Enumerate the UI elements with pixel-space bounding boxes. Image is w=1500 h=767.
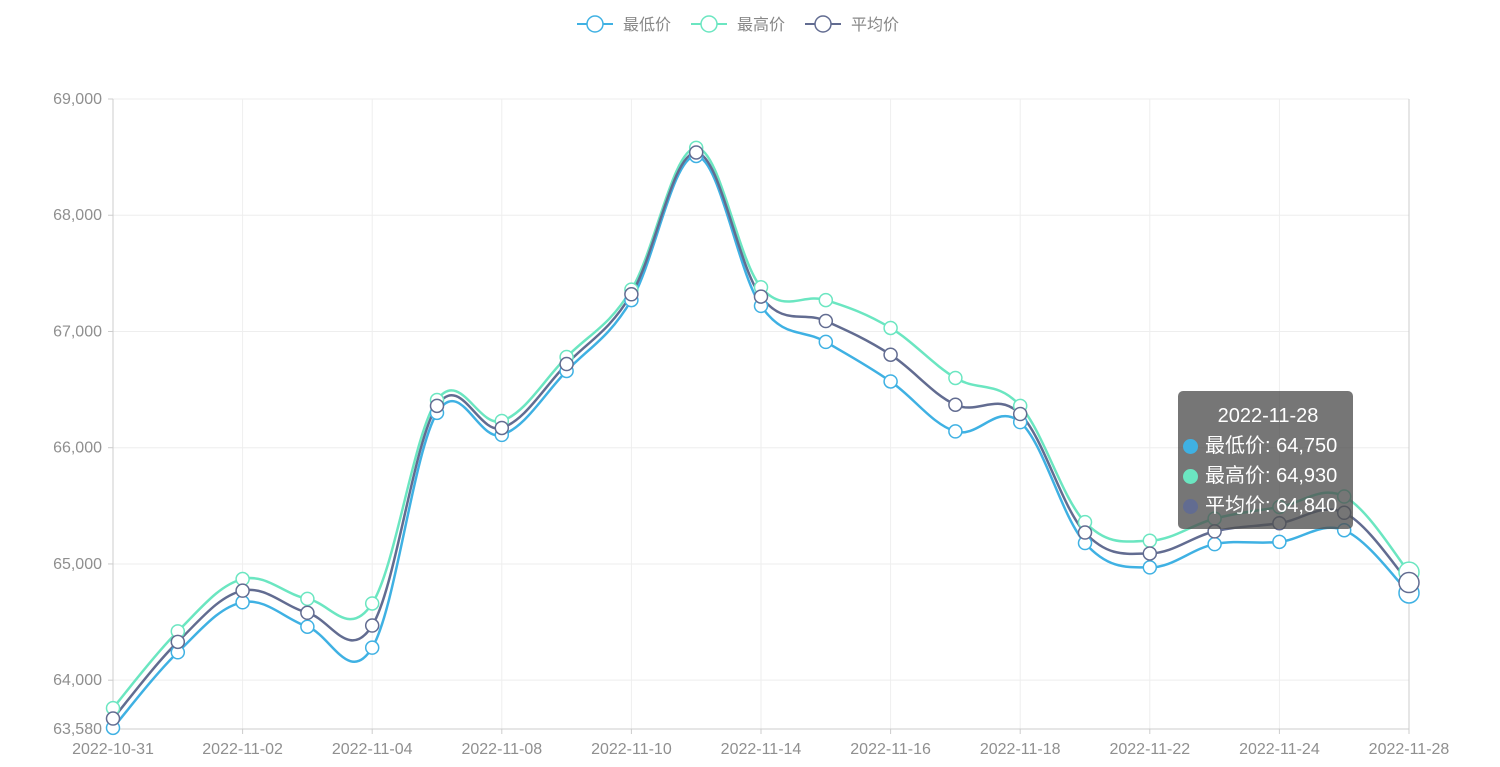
- series-line-min: [112, 154, 1410, 729]
- legend-marker-max: [700, 15, 718, 33]
- tooltip: 2022-11-28 最低价: 64,750 最高价: 64,930 平均价: …: [1178, 391, 1353, 529]
- data-point-avg[interactable]: [1398, 571, 1420, 594]
- data-point-avg[interactable]: [753, 289, 769, 304]
- x-tick-label: 2022-11-22: [1109, 741, 1190, 758]
- x-tick-label: 2022-11-14: [721, 741, 802, 758]
- data-point-min[interactable]: [883, 374, 898, 389]
- data-point-avg[interactable]: [688, 145, 704, 160]
- tooltip-title: 2022-11-28: [1217, 405, 1319, 427]
- legend-item-avg[interactable]: 平均价: [805, 15, 899, 34]
- data-point-avg[interactable]: [1012, 406, 1028, 422]
- data-point-min[interactable]: [1142, 560, 1158, 575]
- x-tick-label: 2022-11-18: [980, 741, 1061, 758]
- data-point-avg[interactable]: [818, 313, 834, 329]
- data-point-max[interactable]: [300, 591, 315, 607]
- tooltip-avg-text: 平均价: 64,840: [1205, 495, 1338, 517]
- tooltip-avg-dot: [1183, 498, 1198, 514]
- legend-item-min[interactable]: 最低价: [577, 15, 671, 34]
- tooltip-max-dot: [1183, 468, 1198, 484]
- series-line-avg: [112, 151, 1410, 720]
- tooltip-max-text: 最高价: 64,930: [1205, 465, 1338, 487]
- data-point-max[interactable]: [883, 320, 898, 336]
- data-point-avg[interactable]: [235, 583, 250, 598]
- series-lines: [112, 146, 1410, 729]
- y-tick-label: 68,000: [53, 207, 102, 224]
- axes: 63,580 64,000 65,000 66,000 67,000 68,000 69,0…: [53, 91, 1449, 758]
- legend-label-max: 最高价: [737, 16, 785, 34]
- x-tick-label: 2022-11-08: [461, 741, 542, 758]
- legend-item-max[interactable]: 最高价: [691, 15, 785, 34]
- data-point-avg[interactable]: [429, 398, 445, 414]
- data-point-min[interactable]: [948, 424, 963, 439]
- tooltip-min-dot: [1183, 438, 1198, 454]
- data-point-avg[interactable]: [559, 356, 574, 372]
- x-tick-label: 2022-11-02: [202, 741, 283, 758]
- data-point-avg[interactable]: [494, 420, 510, 436]
- data-point-avg[interactable]: [1142, 546, 1158, 561]
- data-point-min[interactable]: [364, 640, 380, 655]
- y-tick-label: 69,000: [53, 91, 102, 108]
- data-point-max[interactable]: [1142, 533, 1158, 548]
- data-point-min[interactable]: [818, 334, 834, 350]
- data-point-avg[interactable]: [624, 287, 639, 302]
- data-point-avg[interactable]: [883, 347, 898, 362]
- tooltip-min-text: 最低价: 64,750: [1205, 435, 1338, 457]
- tooltip-row-avg: 平均价: 64,840: [1183, 491, 1353, 521]
- tooltip-row-min: 最低价: 64,750: [1183, 431, 1353, 461]
- data-point-min[interactable]: [300, 619, 315, 634]
- data-point-avg[interactable]: [105, 711, 121, 726]
- x-tick-label: 2022-11-28: [1369, 741, 1450, 758]
- data-point-avg[interactable]: [364, 618, 380, 633]
- data-point-avg[interactable]: [300, 605, 315, 621]
- y-tick-label: 63,580: [53, 721, 102, 738]
- data-point-max[interactable]: [948, 370, 963, 386]
- x-tick-label: 2022-10-31: [72, 741, 154, 758]
- x-tick-label: 2022-11-04: [332, 741, 413, 758]
- data-point-max[interactable]: [364, 596, 380, 611]
- data-point-min[interactable]: [1272, 534, 1287, 550]
- legend-label-min: 最低价: [623, 16, 671, 34]
- data-point-min[interactable]: [1207, 536, 1222, 552]
- tooltip-row-max: 最高价: 64,930: [1183, 461, 1353, 491]
- y-tick-label: 66,000: [53, 440, 102, 457]
- series-line-max: [112, 146, 1410, 709]
- legend-marker-avg: [814, 15, 832, 33]
- legend-label-avg: 平均价: [851, 16, 899, 34]
- data-point-avg[interactable]: [948, 397, 963, 412]
- x-tick-label: 2022-11-10: [591, 741, 672, 758]
- legend-marker-min: [586, 15, 604, 33]
- data-point-avg[interactable]: [170, 634, 186, 650]
- y-tick-label: 67,000: [53, 323, 102, 340]
- y-tick-label: 64,000: [53, 672, 102, 689]
- y-tick-label: 65,000: [53, 556, 102, 573]
- data-point-avg[interactable]: [1077, 525, 1093, 540]
- x-tick-label: 2022-11-16: [850, 741, 931, 758]
- data-point-max[interactable]: [818, 292, 834, 308]
- x-tick-label: 2022-11-24: [1239, 741, 1320, 758]
- legend: 最低价 最高价 平均价: [577, 15, 899, 34]
